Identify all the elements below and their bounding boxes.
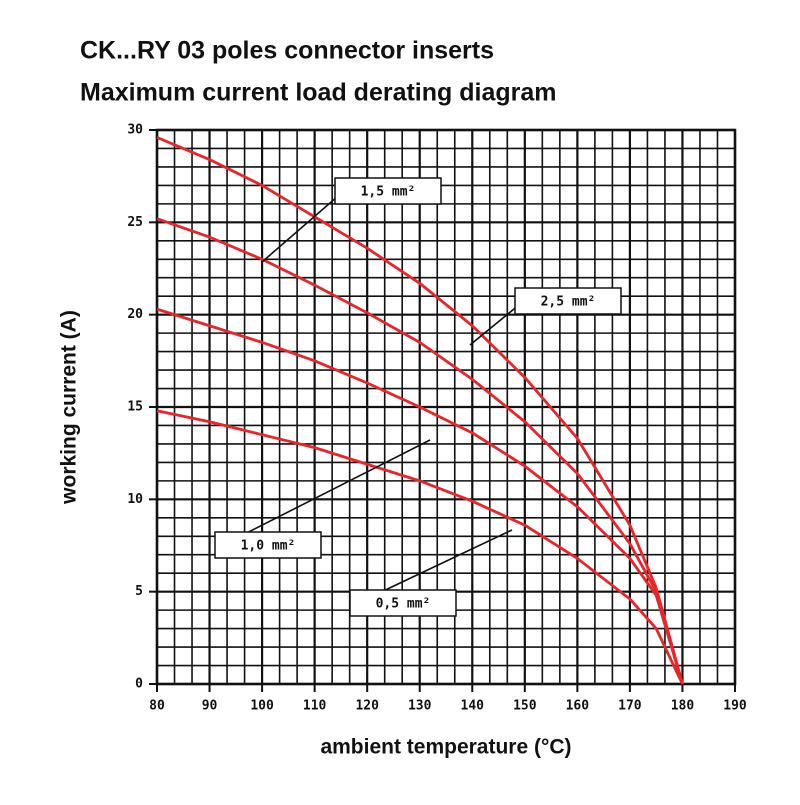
x-tick-label: 150: [513, 699, 537, 714]
x-tick-label: 190: [723, 699, 747, 714]
leader-line: [224, 439, 431, 545]
leader-line: [261, 189, 346, 263]
y-axis-label: working current (A): [58, 310, 81, 505]
x-tick-label: 140: [461, 699, 485, 714]
y-tick-label: 20: [127, 307, 143, 322]
plot-frame: [155, 128, 737, 686]
series-label: 1,0 mm²: [241, 539, 296, 554]
series-label: 1,5 mm²: [361, 185, 416, 200]
x-tick-label: 90: [202, 699, 218, 714]
series-line: [156, 409, 684, 685]
y-tick-label: 15: [127, 400, 143, 415]
chart-title: CK...RY 03 poles connector inserts: [80, 37, 494, 65]
y-tick-label: 5: [135, 584, 143, 599]
x-tick-label: 80: [149, 699, 165, 714]
x-tick-label: 100: [250, 699, 274, 714]
x-tick-label: 110: [303, 699, 327, 714]
x-tick-label: 160: [566, 699, 590, 714]
series-label-box: [334, 177, 442, 205]
series-line: [156, 217, 684, 685]
x-tick-label: 130: [408, 699, 432, 714]
chart-subtitle: Maximum current load derating diagram: [80, 79, 557, 107]
x-tick-label: 170: [618, 699, 642, 714]
series-line: [156, 136, 684, 685]
y-tick-label: 10: [127, 492, 143, 507]
x-tick-label: 180: [671, 699, 695, 714]
x-tick-label: 120: [355, 699, 379, 714]
y-tick-label: 0: [135, 677, 143, 692]
series-label: 2,5 mm²: [541, 295, 596, 310]
x-axis-label: ambient temperature (°C): [320, 736, 571, 759]
series-label-box: [514, 287, 622, 315]
y-tick-label: 25: [127, 215, 143, 230]
series-line: [156, 307, 684, 685]
series-label-box: [214, 531, 322, 559]
series-label-box: [349, 589, 457, 617]
series-label: 0,5 mm²: [376, 597, 431, 612]
y-tick-label: 30: [127, 123, 143, 138]
